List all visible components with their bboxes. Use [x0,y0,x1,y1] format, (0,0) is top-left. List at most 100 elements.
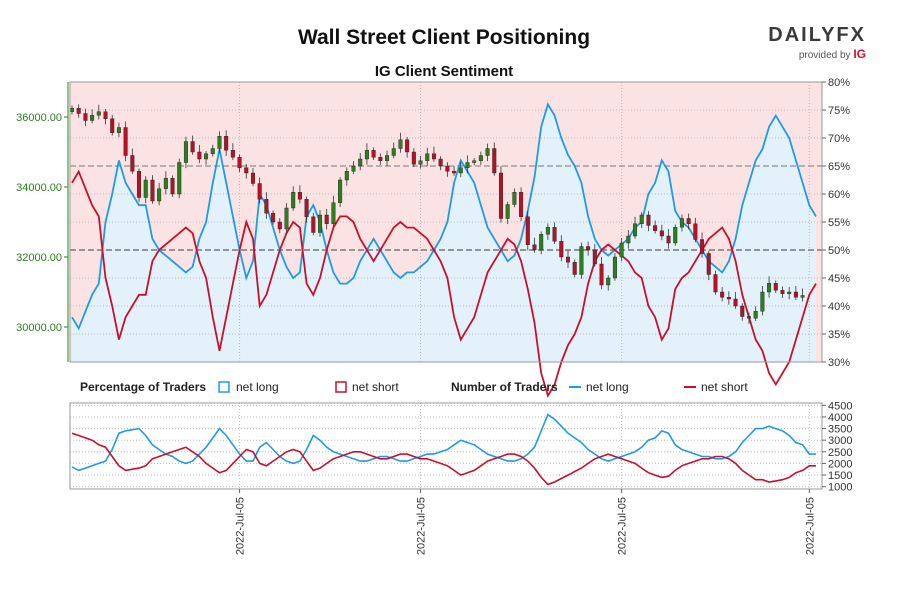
legend-pct-title: Percentage of Traders [80,380,206,394]
candle-body [398,139,403,149]
candle-body [338,179,343,203]
price-tick-label: 36000.00 [16,112,62,124]
candle-body [633,223,638,237]
candle-body [726,297,731,300]
candle-body [773,283,778,291]
price-tick-label: 30000.00 [16,322,62,334]
count-tick-label: 3000 [828,435,852,447]
pct-tick-label: 30% [828,357,850,369]
candle-body [391,148,396,156]
x-tick-label: 2022-Jul-05 [617,497,629,555]
candle-body [411,151,416,165]
candle-body [277,221,282,230]
candle-body [753,311,758,319]
chart-title: Wall Street Client Positioning [297,26,591,49]
candle-body [331,202,336,224]
candle-body [472,160,477,163]
pct-tick-label: 50% [828,245,850,257]
candle-body [143,179,148,198]
candle-body [485,148,490,156]
candle-body [130,155,135,172]
candle-body [204,153,209,160]
candle-body [552,227,557,242]
price-tick-label: 34000.00 [16,182,62,194]
candle-body [364,150,369,160]
candle-body [706,253,711,275]
candle-body [572,262,577,275]
candle-body [599,263,604,286]
candle-body [787,291,792,294]
candle-body [190,141,195,153]
candle-body [264,199,269,214]
pct-long-line [71,102,817,331]
candle-body [291,192,296,209]
pct-tick-label: 75% [828,105,850,117]
candle-body [478,155,483,161]
candle-body [793,291,798,298]
bottom-frame [69,402,823,490]
brand-provided-by: provided by [798,50,851,61]
candle-body [137,171,142,198]
candle-body [452,171,457,174]
candle-body [183,141,188,163]
candle-body [385,155,390,161]
candle-body [445,165,450,172]
pct-tick-label: 35% [828,329,850,341]
pct-tick-label: 70% [828,133,850,145]
pct-tick-label: 60% [828,189,850,201]
candle-body [244,167,249,174]
candle-body [69,108,74,112]
candle-body [659,230,664,237]
candle-body [378,157,383,161]
candle-body [257,183,262,200]
candle-body [344,171,349,181]
candle-body [525,216,530,245]
x-axis-labels: 2022-Jul-05 2022-Jul-05 2022-Jul-05 2022-Ju… [235,489,816,555]
candle-body [492,148,497,174]
candle-body [438,158,443,167]
candle-body [83,113,88,121]
x-tick-label: 2022-Jul-05 [804,497,816,555]
candle-body [586,246,591,251]
candle-body [519,192,524,217]
brand-name: DAILYFX [768,24,866,46]
pct-tick-label: 45% [828,273,850,285]
legend-pct-short: net short [352,380,399,394]
legend: Percentage of Traders net long net short… [80,380,748,394]
candle-body [116,127,121,133]
candle-body [210,148,215,154]
candle-body [425,153,430,161]
candle-body [90,115,95,121]
candle-body [579,246,584,275]
count-tick-label: 2000 [828,458,852,470]
dailyfx-logo: DAILYFX provided by IG [768,24,866,61]
x-tick-label: 2022-Jul-05 [416,497,428,555]
candle-body [545,227,550,235]
candle-body [217,136,222,149]
legend-num-title: Number of Traders [451,380,558,394]
candle-body [318,214,323,233]
candle-body [673,227,678,244]
candle-body [666,235,671,244]
candle-body [639,214,644,224]
count-tick-label: 3500 [828,424,852,436]
pct-short-line [71,169,817,398]
candle-body [96,111,101,116]
sentiment-lines [71,102,817,398]
candle-body [619,242,624,258]
candle-body [653,225,658,231]
candle-body [700,239,705,254]
candle-body [351,165,356,172]
price-candles [69,104,805,324]
brand-sub: provided by IG [768,47,866,61]
candle-body [371,150,376,158]
candle-body [746,316,751,319]
candle-body [559,241,564,258]
pct-tick-label: 40% [828,301,850,313]
candle-body [170,178,175,195]
candle-body [780,290,785,294]
ig-logo: IG [853,47,866,61]
count-tick-label: 4000 [828,412,852,424]
x-tick-label: 2022-Jul-05 [235,497,247,555]
candle-body [284,207,289,230]
